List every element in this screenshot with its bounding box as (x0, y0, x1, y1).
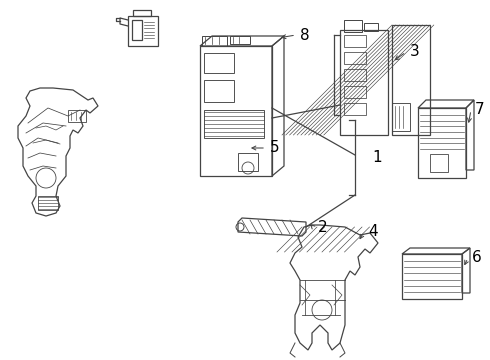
Text: 1: 1 (372, 150, 382, 166)
Bar (230, 36, 250, 44)
Bar (204, 53, 234, 73)
Bar (392, 103, 410, 131)
Text: 7: 7 (475, 103, 485, 117)
Bar (238, 153, 258, 171)
Bar (128, 16, 158, 46)
Bar (402, 254, 462, 299)
Bar (204, 80, 234, 102)
Bar (344, 103, 366, 115)
Bar (200, 46, 272, 176)
Bar (202, 36, 227, 46)
Bar (133, 10, 151, 16)
Text: 2: 2 (318, 220, 328, 235)
Text: 4: 4 (368, 225, 378, 239)
Bar (68, 110, 86, 122)
Bar (344, 52, 366, 64)
Bar (340, 30, 388, 135)
Text: 5: 5 (270, 140, 280, 156)
Bar (38, 196, 58, 210)
Text: 8: 8 (300, 27, 310, 42)
Bar (344, 35, 366, 47)
Text: 3: 3 (410, 45, 420, 59)
Bar (132, 20, 142, 40)
Bar (344, 69, 366, 81)
Bar (392, 25, 430, 135)
Bar (430, 154, 448, 172)
Bar (204, 110, 264, 138)
Text: 6: 6 (472, 251, 482, 266)
Bar (418, 108, 466, 178)
Bar (364, 23, 378, 31)
Bar (344, 20, 362, 32)
Bar (344, 86, 366, 98)
